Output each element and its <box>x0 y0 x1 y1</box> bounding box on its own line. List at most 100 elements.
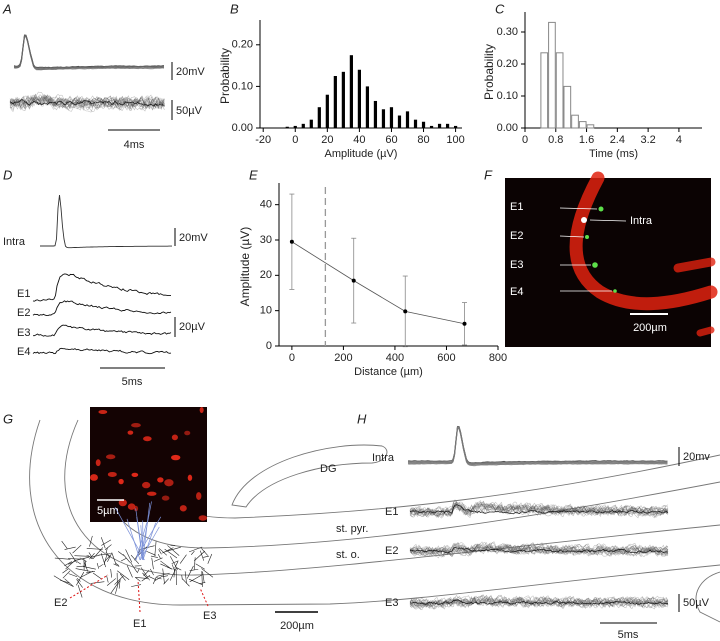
neurite <box>153 557 163 562</box>
neurite <box>98 553 111 556</box>
scale-label: 20mV <box>179 232 208 244</box>
cell <box>127 503 136 510</box>
neurite <box>103 554 108 565</box>
neurite <box>111 553 117 565</box>
neurite <box>106 578 116 586</box>
x-tick-label: 800 <box>489 352 507 364</box>
neurite <box>76 577 81 582</box>
bar <box>381 109 386 128</box>
scale-label: 200µm <box>633 322 667 334</box>
neurite <box>99 564 103 568</box>
neurite <box>151 557 154 570</box>
neurite <box>162 568 165 584</box>
panel-label: E <box>249 167 258 182</box>
neurite <box>146 550 156 556</box>
cell <box>107 471 117 477</box>
neurite <box>171 560 179 564</box>
trace <box>9 95 165 110</box>
cell <box>118 499 127 507</box>
x-tick-label: 2.4 <box>610 134 625 146</box>
neurite <box>167 545 180 556</box>
trace <box>409 502 669 517</box>
cell-label: Intra <box>630 215 653 227</box>
cell <box>95 459 101 467</box>
trace-label: E1 <box>17 288 30 300</box>
neurite <box>117 551 124 556</box>
bar <box>421 121 426 128</box>
x-tick-label: 3.2 <box>640 134 655 146</box>
trace <box>409 594 669 609</box>
bar <box>325 94 329 128</box>
neurite <box>199 550 205 561</box>
trace <box>409 544 669 557</box>
neurite <box>122 554 131 563</box>
neurite <box>202 571 205 583</box>
trace <box>9 94 165 110</box>
bar <box>341 71 345 128</box>
trace <box>409 543 669 558</box>
neurite <box>201 571 203 587</box>
trace <box>409 596 669 609</box>
x-axis-title: Time (ms) <box>589 148 638 160</box>
bar <box>317 107 321 128</box>
panel-label: H <box>357 411 367 426</box>
neurite <box>82 566 96 570</box>
neurite <box>92 555 100 557</box>
neurite <box>201 548 209 556</box>
neurite <box>173 568 176 578</box>
neurite <box>92 547 104 559</box>
neurite <box>191 550 195 555</box>
trace <box>409 542 669 557</box>
neurite <box>154 541 157 557</box>
electrode-pointers <box>69 574 209 613</box>
y-tick-label: 0.10 <box>497 90 518 102</box>
cell <box>164 479 174 487</box>
neurite <box>68 560 76 565</box>
neurite <box>141 575 151 582</box>
neurite <box>53 575 64 582</box>
neurite <box>76 561 82 565</box>
bar <box>445 123 450 128</box>
cell <box>179 505 187 512</box>
x-tick-label: 1.6 <box>579 134 594 146</box>
neurite <box>174 561 179 569</box>
trace <box>409 599 669 605</box>
scale-label: 50µV <box>176 105 203 117</box>
cell <box>105 454 116 460</box>
neurite <box>101 539 112 546</box>
electrode-label: E1 <box>133 618 146 630</box>
neurite <box>118 578 121 589</box>
neurite <box>157 553 161 559</box>
neurite <box>62 568 69 574</box>
x-tick-label: 0 <box>522 134 528 146</box>
neurite <box>155 577 162 580</box>
electrode-label: E1 <box>510 201 523 213</box>
panel-label: F <box>484 167 493 182</box>
bar <box>389 107 394 128</box>
scale-label: 4ms <box>124 139 145 151</box>
neurite <box>195 563 205 570</box>
cell <box>157 477 164 483</box>
neurite <box>119 573 126 581</box>
neurite <box>86 548 103 550</box>
x-tick-label: 0.8 <box>548 134 563 146</box>
inset-micrograph <box>90 407 207 522</box>
trace <box>409 595 669 610</box>
bar <box>437 123 442 128</box>
y-tick-label: 0.00 <box>497 122 518 134</box>
trace <box>409 542 669 557</box>
trace <box>409 595 669 610</box>
neurite <box>110 568 112 578</box>
trace <box>13 36 165 71</box>
trace <box>410 542 669 557</box>
scale-label: 20µV <box>179 321 206 333</box>
neurite <box>89 552 95 560</box>
neurite <box>100 553 106 568</box>
bar <box>373 100 378 128</box>
neurite <box>160 560 172 570</box>
trace-label: Intra <box>372 452 395 464</box>
trace <box>407 428 668 467</box>
neurite <box>203 555 210 558</box>
trace <box>9 95 165 113</box>
